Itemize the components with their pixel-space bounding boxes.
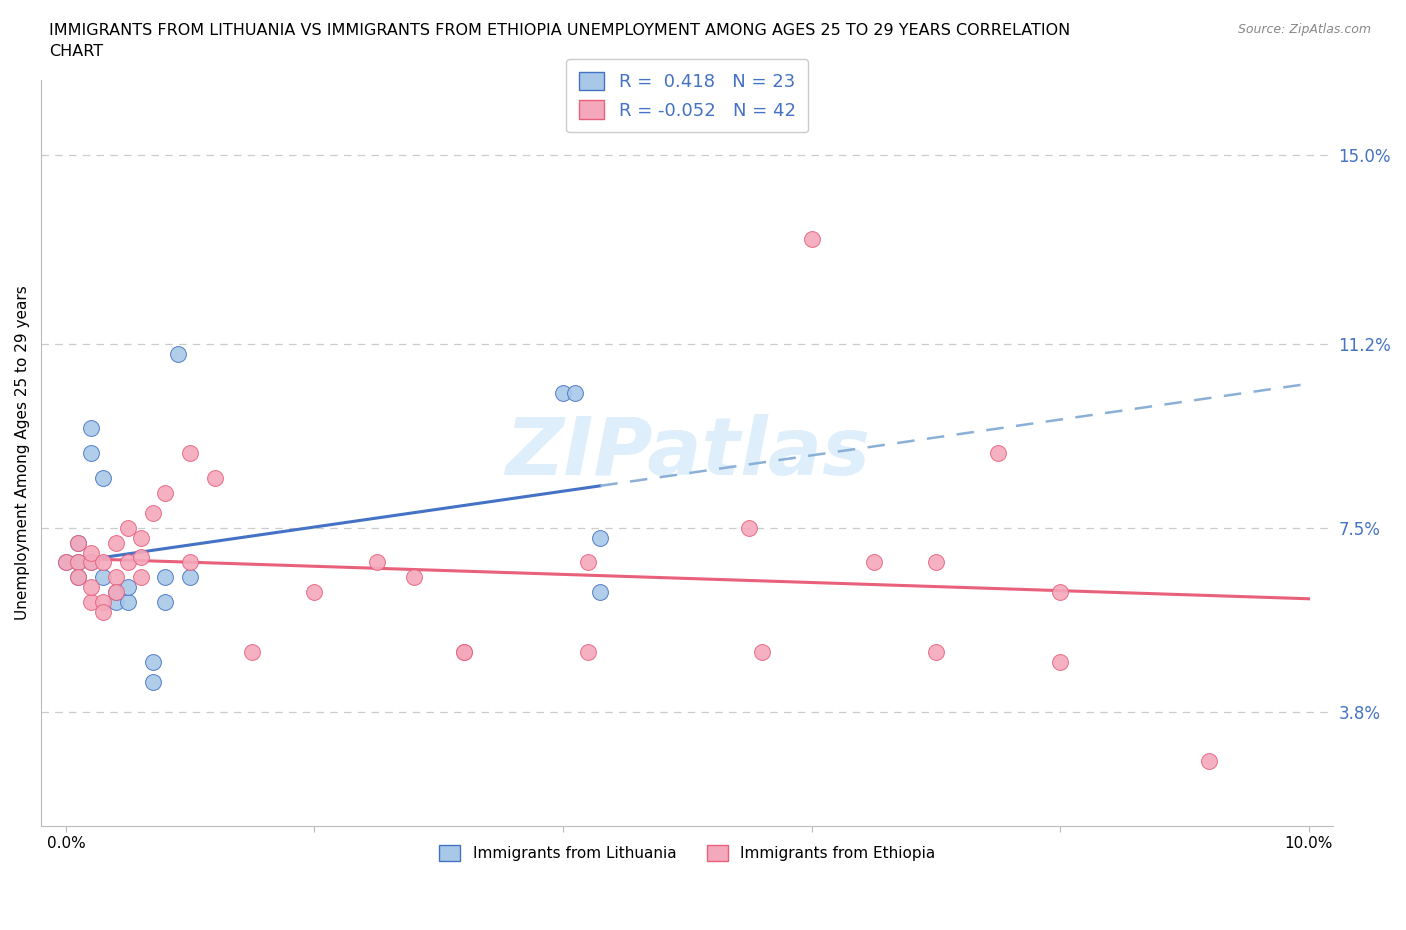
Point xyxy=(589,585,612,600)
Point xyxy=(1198,754,1220,769)
Point xyxy=(55,555,77,570)
Point xyxy=(67,535,90,550)
Point xyxy=(738,520,761,535)
Point xyxy=(1049,585,1071,600)
Point xyxy=(240,644,263,659)
Point xyxy=(80,445,103,460)
Point xyxy=(987,445,1010,460)
Point xyxy=(155,595,177,610)
Point xyxy=(91,604,114,619)
Point xyxy=(67,555,90,570)
Point xyxy=(104,595,127,610)
Point xyxy=(800,232,823,246)
Point xyxy=(117,520,139,535)
Point xyxy=(104,585,127,600)
Point xyxy=(142,655,165,670)
Point xyxy=(129,570,152,585)
Point xyxy=(551,386,574,401)
Point xyxy=(91,595,114,610)
Point xyxy=(179,555,201,570)
Point xyxy=(117,580,139,595)
Point xyxy=(104,570,127,585)
Point xyxy=(576,644,599,659)
Point xyxy=(166,346,188,361)
Point xyxy=(117,595,139,610)
Point xyxy=(142,505,165,520)
Point xyxy=(104,585,127,600)
Point xyxy=(179,570,201,585)
Point xyxy=(80,595,103,610)
Text: ZIPatlas: ZIPatlas xyxy=(505,414,870,492)
Point xyxy=(155,570,177,585)
Point xyxy=(366,555,388,570)
Point xyxy=(55,555,77,570)
Point xyxy=(576,555,599,570)
Point xyxy=(80,420,103,435)
Point xyxy=(104,535,127,550)
Point xyxy=(564,386,586,401)
Point xyxy=(204,471,226,485)
Point xyxy=(925,555,948,570)
Point xyxy=(67,570,90,585)
Point xyxy=(925,644,948,659)
Point xyxy=(80,580,103,595)
Point xyxy=(117,555,139,570)
Point xyxy=(402,570,425,585)
Text: IMMIGRANTS FROM LITHUANIA VS IMMIGRANTS FROM ETHIOPIA UNEMPLOYMENT AMONG AGES 25: IMMIGRANTS FROM LITHUANIA VS IMMIGRANTS … xyxy=(49,23,1070,60)
Text: Source: ZipAtlas.com: Source: ZipAtlas.com xyxy=(1237,23,1371,36)
Point xyxy=(80,555,103,570)
Point xyxy=(91,555,114,570)
Point xyxy=(589,530,612,545)
Point xyxy=(80,555,103,570)
Legend: Immigrants from Lithuania, Immigrants from Ethiopia: Immigrants from Lithuania, Immigrants fr… xyxy=(430,836,945,870)
Point xyxy=(453,644,475,659)
Point xyxy=(862,555,884,570)
Point xyxy=(1049,655,1071,670)
Point xyxy=(142,674,165,689)
Point xyxy=(179,445,201,460)
Point xyxy=(155,485,177,500)
Point xyxy=(129,550,152,565)
Point xyxy=(67,555,90,570)
Y-axis label: Unemployment Among Ages 25 to 29 years: Unemployment Among Ages 25 to 29 years xyxy=(15,286,30,620)
Point xyxy=(129,530,152,545)
Point xyxy=(751,644,773,659)
Point xyxy=(91,570,114,585)
Point xyxy=(91,471,114,485)
Point xyxy=(304,585,326,600)
Point xyxy=(80,545,103,560)
Point xyxy=(67,570,90,585)
Point xyxy=(453,644,475,659)
Point xyxy=(67,535,90,550)
